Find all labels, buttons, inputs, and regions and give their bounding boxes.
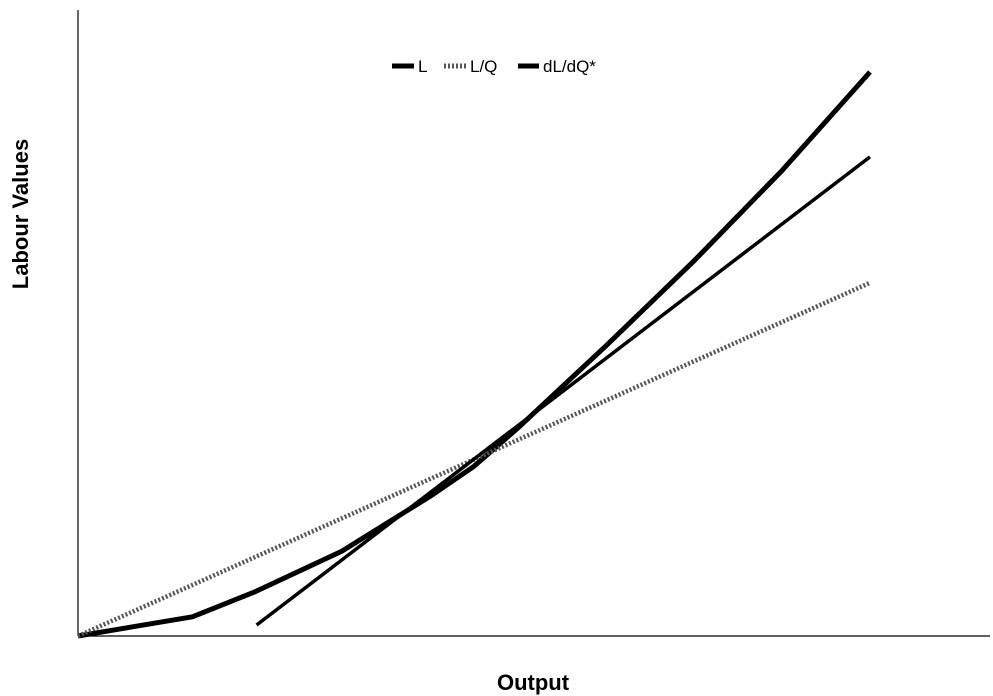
x-axis-title: Output — [497, 670, 570, 695]
series-line-3 — [255, 155, 872, 627]
legend-label-lq: L/Q — [470, 57, 497, 76]
legend: L L/Q dL/dQ* — [392, 57, 596, 76]
series-layer — [77, 70, 872, 639]
legend-label-dldq: dL/dQ* — [543, 57, 596, 76]
series-line-1 — [77, 70, 872, 639]
legend-label-l: L — [418, 57, 427, 76]
y-axis-title: Labour Values — [8, 139, 33, 289]
